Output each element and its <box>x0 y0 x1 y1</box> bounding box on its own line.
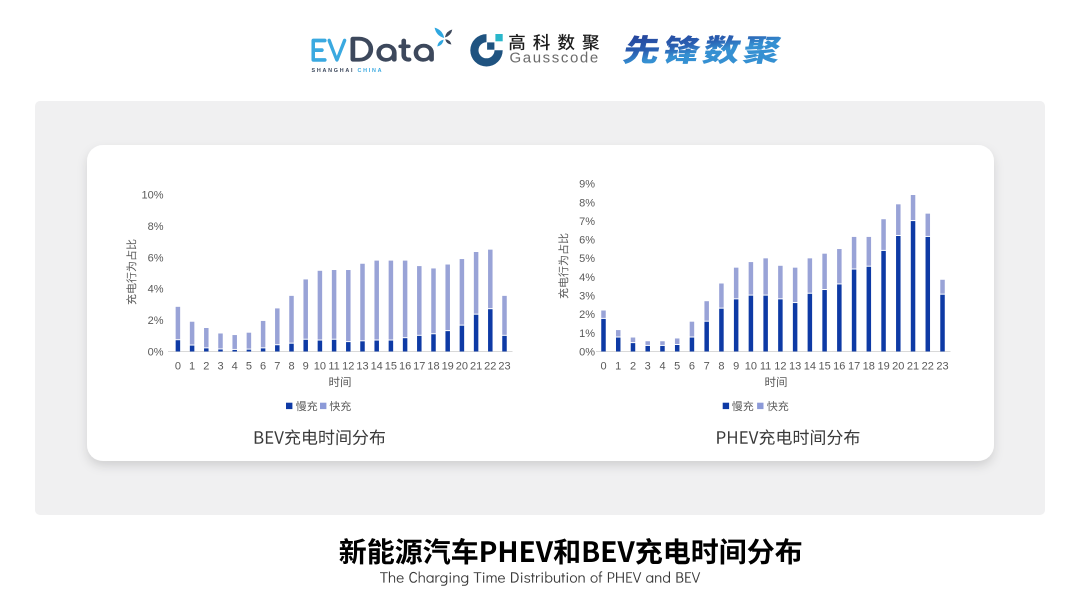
svg-text:8: 8 <box>288 360 294 372</box>
svg-text:10%: 10% <box>141 190 163 202</box>
svg-text:23: 23 <box>936 360 948 372</box>
svg-text:1: 1 <box>615 360 621 372</box>
svg-text:7: 7 <box>704 360 710 372</box>
svg-text:8%: 8% <box>579 197 595 209</box>
svg-text:20: 20 <box>456 360 468 372</box>
svg-text:3: 3 <box>217 360 223 372</box>
svg-text:22: 22 <box>922 360 934 372</box>
svg-text:SHANGHAI CHINA: SHANGHAI CHINA <box>312 68 384 74</box>
svg-text:17: 17 <box>413 360 425 372</box>
svg-text:4%: 4% <box>148 284 164 296</box>
svg-text:14: 14 <box>804 360 816 372</box>
svg-text:5: 5 <box>674 360 680 372</box>
svg-text:22: 22 <box>484 360 496 372</box>
svg-text:15: 15 <box>818 360 830 372</box>
svg-text:14: 14 <box>371 360 383 372</box>
svg-text:0%: 0% <box>579 346 595 358</box>
svg-text:11: 11 <box>328 360 339 372</box>
svg-text:0%: 0% <box>148 346 164 358</box>
svg-text:6%: 6% <box>579 235 595 247</box>
svg-text:5%: 5% <box>579 253 595 265</box>
svg-text:2%: 2% <box>579 309 595 321</box>
svg-text:18: 18 <box>863 360 875 372</box>
svg-text:3%: 3% <box>579 291 595 303</box>
svg-text:13: 13 <box>356 360 368 372</box>
svg-text:20: 20 <box>892 360 904 372</box>
svg-text:4%: 4% <box>579 272 595 284</box>
svg-text:19: 19 <box>442 360 454 372</box>
svg-text:8%: 8% <box>148 221 164 233</box>
svg-text:Gausscode: Gausscode <box>510 49 600 66</box>
svg-text:8: 8 <box>718 360 724 372</box>
svg-text:0: 0 <box>175 360 181 372</box>
svg-text:21: 21 <box>470 360 482 372</box>
svg-text:15: 15 <box>385 360 397 372</box>
svg-text:18: 18 <box>427 360 439 372</box>
svg-text:21: 21 <box>907 360 919 372</box>
svg-text:4: 4 <box>659 360 665 372</box>
svg-text:9%: 9% <box>579 179 595 191</box>
svg-text:23: 23 <box>498 360 510 372</box>
svg-text:7%: 7% <box>579 216 595 228</box>
svg-text:17: 17 <box>848 360 860 372</box>
svg-text:13: 13 <box>789 360 801 372</box>
svg-text:6: 6 <box>689 360 695 372</box>
svg-text:2: 2 <box>203 360 209 372</box>
svg-text:0: 0 <box>600 360 606 372</box>
svg-text:6%: 6% <box>148 252 164 264</box>
svg-text:1: 1 <box>189 360 195 372</box>
svg-text:2: 2 <box>630 360 636 372</box>
svg-text:19: 19 <box>877 360 889 372</box>
svg-text:2%: 2% <box>148 315 164 327</box>
svg-text:4: 4 <box>232 360 238 372</box>
svg-text:16: 16 <box>399 360 411 372</box>
svg-text:16: 16 <box>833 360 845 372</box>
svg-text:1%: 1% <box>579 328 595 340</box>
svg-text:3: 3 <box>645 360 651 372</box>
svg-text:5: 5 <box>246 360 252 372</box>
svg-text:12: 12 <box>342 360 354 372</box>
svg-text:7: 7 <box>274 360 280 372</box>
svg-text:9: 9 <box>303 360 309 372</box>
svg-text:6: 6 <box>260 360 266 372</box>
svg-text:11: 11 <box>760 360 771 372</box>
svg-text:10: 10 <box>314 360 326 372</box>
svg-text:12: 12 <box>774 360 786 372</box>
svg-text:9: 9 <box>733 360 739 372</box>
svg-text:10: 10 <box>745 360 757 372</box>
